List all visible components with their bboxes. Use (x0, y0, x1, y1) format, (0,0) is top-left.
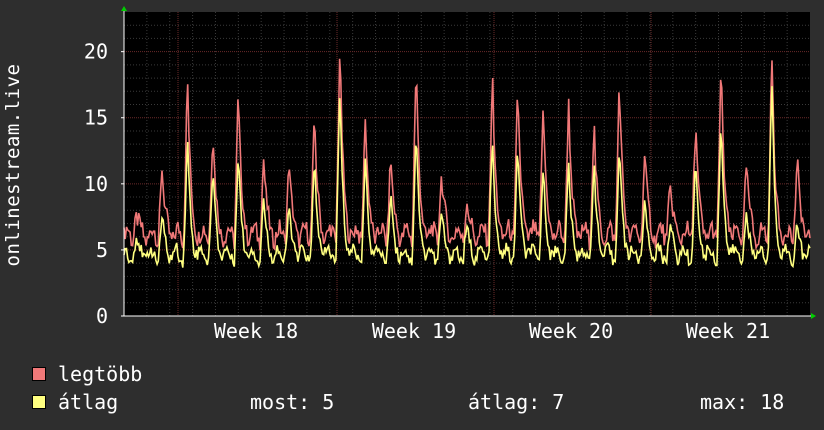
series-line-max (123, 58, 811, 251)
y-axis-title: onlinestream.live (2, 63, 24, 267)
x-axis-arrow (811, 313, 816, 319)
series-line-avg (123, 86, 811, 269)
x-tick-label: Week 20 (529, 319, 613, 343)
y-axis-arrow (121, 6, 127, 11)
x-tick-label: Week 19 (372, 319, 456, 343)
y-tick-label: 10 (84, 172, 108, 196)
y-tick-labels: 0 5 10 15 20 (84, 40, 124, 328)
y-tick-label: 5 (96, 238, 108, 262)
axes (121, 6, 816, 319)
y-tick-label: 15 (84, 106, 108, 130)
x-tick-label: Week 21 (686, 319, 770, 343)
x-tick-labels: Week 18 Week 19 Week 20 Week 21 (214, 319, 770, 343)
x-tick-label: Week 18 (214, 319, 298, 343)
y-axis-title-wrap: onlinestream.live (0, 0, 26, 430)
series-max (123, 58, 811, 251)
y-tick-label: 0 (96, 304, 108, 328)
series-avg (123, 86, 811, 269)
y-tick-label: 20 (84, 40, 108, 64)
